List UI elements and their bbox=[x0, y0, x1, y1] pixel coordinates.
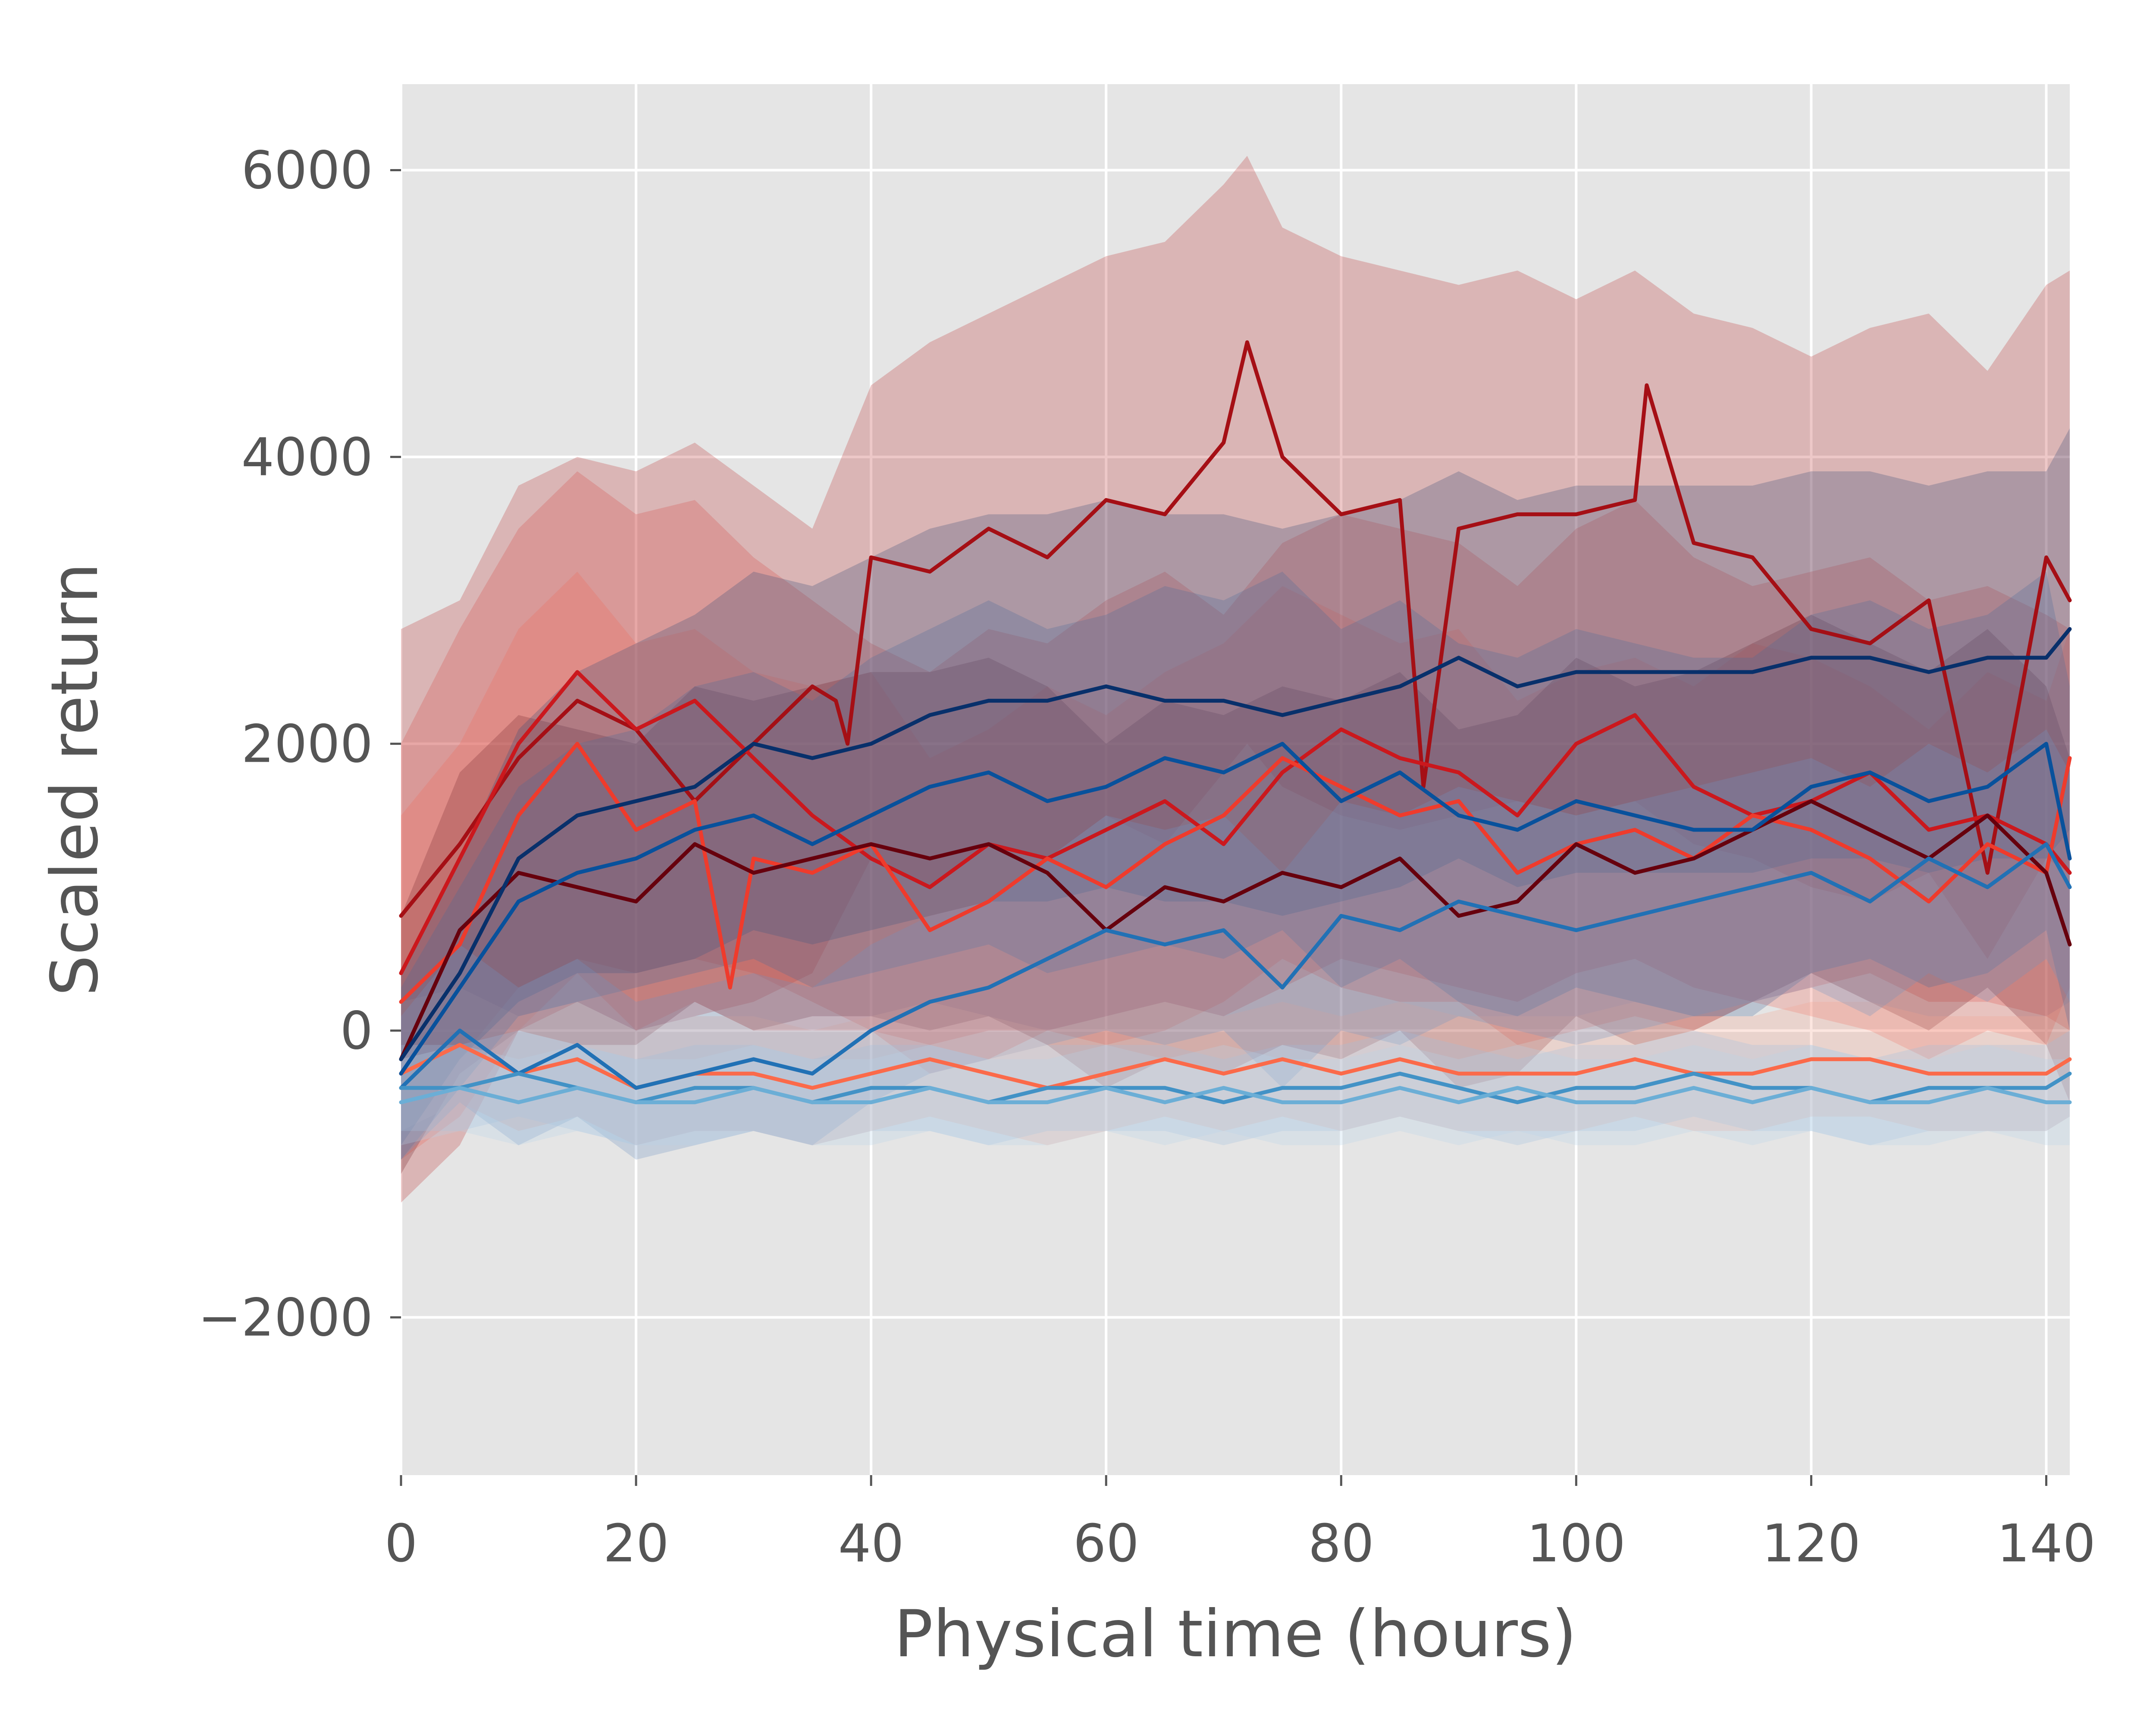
series-lines bbox=[399, 340, 2072, 1105]
y-tick-label: 6000 bbox=[241, 141, 373, 201]
x-axis-label: Physical time (hours) bbox=[894, 1597, 1576, 1672]
x-tick-label: 100 bbox=[1527, 1514, 1626, 1574]
series-6-line bbox=[399, 627, 2072, 1061]
y-tick-label: 2000 bbox=[241, 714, 373, 774]
y-axis-label: Scaled return bbox=[38, 562, 113, 996]
x-tick-label: 0 bbox=[385, 1514, 417, 1574]
x-tick-label: 140 bbox=[1997, 1514, 2096, 1574]
x-tick-label: 120 bbox=[1762, 1514, 1861, 1574]
series-2-line bbox=[399, 670, 2072, 975]
series-4-line bbox=[399, 799, 2072, 1061]
grid-lines bbox=[400, 84, 2070, 1475]
series-2-band bbox=[401, 471, 2070, 1146]
x-tick-label: 80 bbox=[1308, 1514, 1374, 1574]
series-7-line bbox=[399, 741, 2072, 1076]
y-tick-label: 4000 bbox=[241, 427, 373, 487]
x-tick-label: 40 bbox=[838, 1514, 904, 1574]
series-9-band bbox=[401, 1030, 2070, 1146]
x-tick-label: 20 bbox=[603, 1514, 669, 1574]
y-tick-label: 0 bbox=[340, 1001, 373, 1061]
series-5-band bbox=[401, 987, 2070, 1146]
x-tick-label: 60 bbox=[1073, 1514, 1139, 1574]
series-3-band bbox=[401, 571, 2070, 1160]
series-8-line bbox=[399, 842, 2072, 1090]
y-axis-ticks: −2000 0 2000 4000 6000 bbox=[198, 141, 401, 1348]
y-tick-label: −2000 bbox=[198, 1288, 373, 1348]
series-7-band bbox=[401, 571, 2070, 1160]
series-1-band bbox=[401, 156, 2070, 1203]
x-axis-ticks: 0 20 40 60 80 100 120 140 bbox=[385, 1475, 2096, 1574]
series-3-line bbox=[399, 741, 2072, 1004]
series-6-band bbox=[401, 428, 2070, 1146]
series-1-line bbox=[399, 340, 2072, 918]
series-10-line bbox=[399, 1086, 2072, 1105]
